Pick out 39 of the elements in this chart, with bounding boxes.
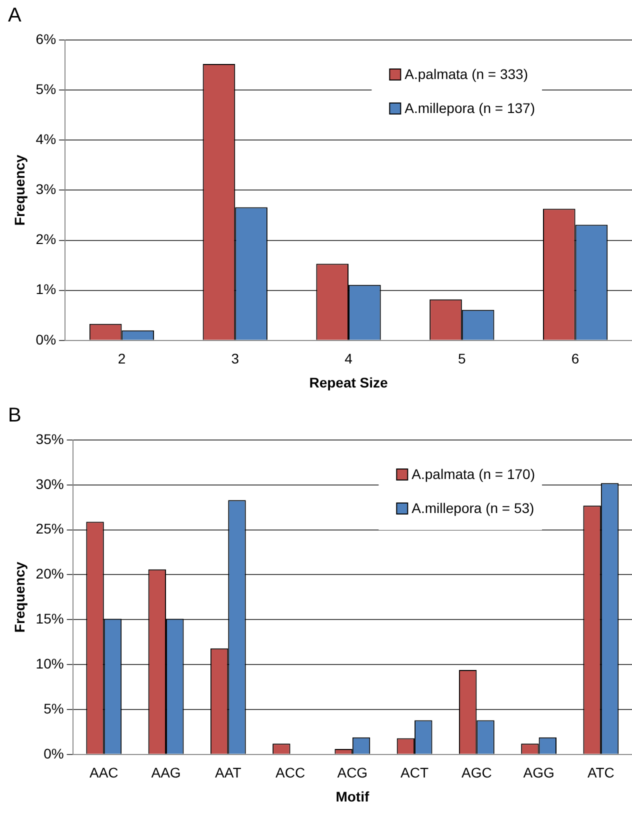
x-tick-label: 2 bbox=[118, 350, 126, 367]
x-tick-label: AGG bbox=[523, 764, 554, 781]
y-tick-label: 35% bbox=[36, 430, 64, 447]
y-tick-label: 25% bbox=[36, 520, 64, 537]
y-tick-label: 4% bbox=[36, 130, 56, 147]
x-tick-label: ACC bbox=[276, 764, 306, 781]
y-tick-label: 5% bbox=[44, 700, 64, 716]
y-tick-label: 2% bbox=[36, 231, 56, 248]
y-tick-label: 3% bbox=[36, 181, 56, 198]
x-axis-title: Motif bbox=[336, 788, 370, 804]
y-axis-title: Frequency bbox=[11, 154, 28, 226]
legend-label: A.palmata (n = 170) bbox=[412, 466, 536, 482]
chart-title: B bbox=[8, 404, 22, 427]
legend-label: A.millepora (n = 53) bbox=[412, 500, 534, 516]
y-tick-label: 0% bbox=[36, 331, 56, 348]
y-tick-label: 10% bbox=[36, 655, 64, 672]
x-tick-label: 3 bbox=[231, 350, 240, 367]
legend-label: A.millepora (n = 137) bbox=[404, 100, 536, 116]
chart-title: A bbox=[8, 4, 22, 27]
x-tick-label: AAC bbox=[89, 764, 118, 781]
x-tick-label: 4 bbox=[344, 350, 353, 367]
x-tick-label: AAT bbox=[215, 764, 242, 781]
y-tick-label: 1% bbox=[36, 281, 56, 298]
x-tick-label: AGC bbox=[462, 764, 492, 781]
x-tick-label: 5 bbox=[458, 350, 466, 367]
legend-label: A.palmata (n = 333) bbox=[404, 66, 528, 82]
x-tick-label: ACT bbox=[400, 764, 429, 781]
y-tick-label: 30% bbox=[36, 476, 64, 492]
x-tick-label: ACG bbox=[337, 764, 368, 781]
y-axis-title: Frequency bbox=[11, 562, 28, 633]
x-axis-title: Repeat Size bbox=[309, 374, 388, 390]
y-tick-label: 5% bbox=[36, 80, 56, 97]
y-tick-label: 15% bbox=[36, 610, 64, 627]
x-tick-label: AAG bbox=[151, 764, 181, 781]
y-tick-label: 6% bbox=[36, 30, 56, 47]
x-tick-label: ATC bbox=[587, 764, 614, 781]
y-tick-label: 0% bbox=[44, 745, 64, 762]
y-tick-label: 20% bbox=[36, 566, 64, 582]
x-tick-label: 6 bbox=[571, 350, 580, 367]
